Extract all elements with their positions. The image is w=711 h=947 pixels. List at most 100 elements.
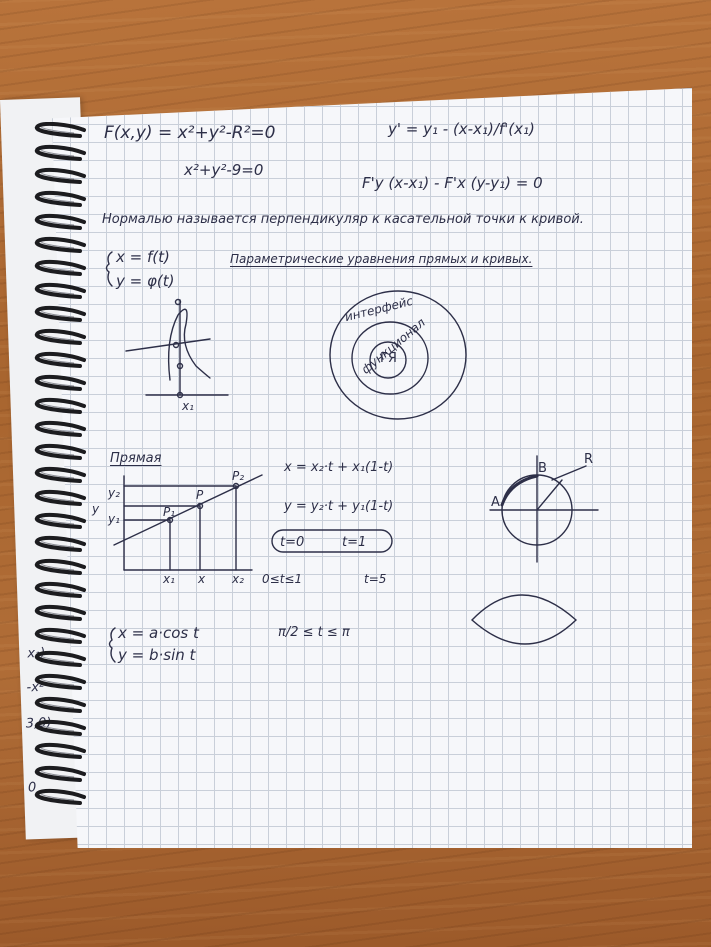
curve-point-low [176,362,184,370]
x2-label: x₂ [232,572,244,586]
spiral-coil [34,305,86,322]
eq-y: y = y₂·t + y₁(1-t) [284,499,394,514]
spiral-coil-highlight [41,609,75,617]
spiral-coil [34,351,86,368]
spiral-coil [34,443,86,460]
ring-outer [329,290,467,420]
p-label: P [196,488,204,502]
formula-circle: x²+y²-9=0 [184,161,264,179]
eq-x: x = x₂·t + x₁(1-t) [284,460,394,475]
spiral-coil-highlight [41,701,75,709]
spiral-coil [34,374,86,391]
spiral-coil-highlight [41,264,75,272]
spiral-coil [34,581,86,598]
spiral-coil-highlight [41,747,75,755]
spiral-coil-highlight [41,287,75,295]
curve-point-label: x₁ [182,399,194,413]
spiral-coil-highlight [41,678,75,686]
param-system-x: x = f(t) [116,248,170,266]
curve-point-mid [172,341,180,349]
t0-label: t=0 [280,535,305,550]
spiral-coil-highlight [41,126,75,134]
spiral-coil [34,627,86,644]
tangent-line [125,338,211,352]
curve-point-top [174,298,182,306]
spiral-coil-highlight [41,517,75,525]
param-system-y: y = φ(t) [116,272,175,290]
spiral-coil [34,788,86,805]
arc-radius [536,479,563,511]
spiral-coil-highlight [41,310,75,318]
spiral-coil [34,696,86,713]
spiral-binding [34,122,86,805]
spiral-coil-highlight [41,402,75,410]
ellipse-brace [108,627,116,663]
spiral-coil [34,535,86,552]
t5-label: t=5 [364,572,387,586]
line-point-p1 [166,516,174,524]
spiral-coil [34,420,86,437]
spiral-coil [34,742,86,759]
spiral-coil [34,236,86,253]
spiral-coil [34,259,86,276]
formula-tangent: F'y (x-x₁) - F'x (y-y₁) = 0 [362,174,543,192]
spiral-coil-highlight [41,632,75,640]
spiral-coil-highlight [41,195,75,203]
ring-middle [351,321,429,395]
lens-shape [470,594,578,645]
spiral-coil-highlight [41,724,75,732]
spiral-coil [34,122,86,138]
param-brace [105,251,113,287]
curve-loop [167,308,211,381]
spiral-coil-highlight [41,425,75,433]
point-a-label: A [491,495,500,510]
formula-f-xy: F(x,y) = x²+y²-R²=0 [104,123,276,143]
spiral-coil-highlight [41,563,75,571]
normal-definition: Нормалью называется перпендикуляр к каса… [102,212,584,227]
arc-r-pointer [551,465,587,481]
notebook-page [52,88,692,848]
spiral-coil [34,328,86,345]
spiral-coil [34,719,86,736]
spiral-coil-highlight [41,471,75,479]
point-b-label: B [538,461,547,476]
line-graph-main [113,474,263,546]
curve-point-base [176,391,184,399]
spiral-coil [34,489,86,506]
spiral-coil [34,466,86,483]
spiral-coil [34,512,86,529]
x-label: x [198,572,206,586]
spiral-coil-highlight [41,540,75,548]
spiral-coil-highlight [41,333,75,341]
ellipse-x: x = a·cos t [118,624,199,642]
p2-label: P₂ [232,469,245,483]
x1-label: x₁ [163,572,175,586]
spiral-coil [34,144,86,161]
spiral-coil-highlight [41,494,75,502]
ring-inner [369,341,407,379]
spiral-coil-highlight [41,793,75,801]
spiral-coil-highlight [41,448,75,456]
line-point-p2 [232,482,240,490]
spiral-coil [34,190,86,207]
spiral-coil-highlight [41,241,75,249]
spiral-coil [34,604,86,621]
line-point-p [196,502,204,510]
p1-label: P₁ [163,505,176,519]
spiral-coil-highlight [41,149,75,157]
param-title: Параметрические уравнения прямых и кривы… [230,252,533,266]
radius-label: R [584,452,594,467]
spiral-coil [34,650,86,667]
arc-highlight [500,474,539,507]
spiral-coil [34,282,86,299]
ring-inner-label: ГЯ [380,351,397,366]
spiral-coil [34,765,86,782]
y1-label: y₁ [108,512,120,526]
t-range: 0≤t≤1 [262,572,303,586]
y-label: y [92,502,100,516]
y2-label: y₂ [108,486,120,500]
spiral-coil [34,558,86,575]
spiral-coil-highlight [41,586,75,594]
ellipse-range: π/2 ≤ t ≤ π [278,625,350,640]
